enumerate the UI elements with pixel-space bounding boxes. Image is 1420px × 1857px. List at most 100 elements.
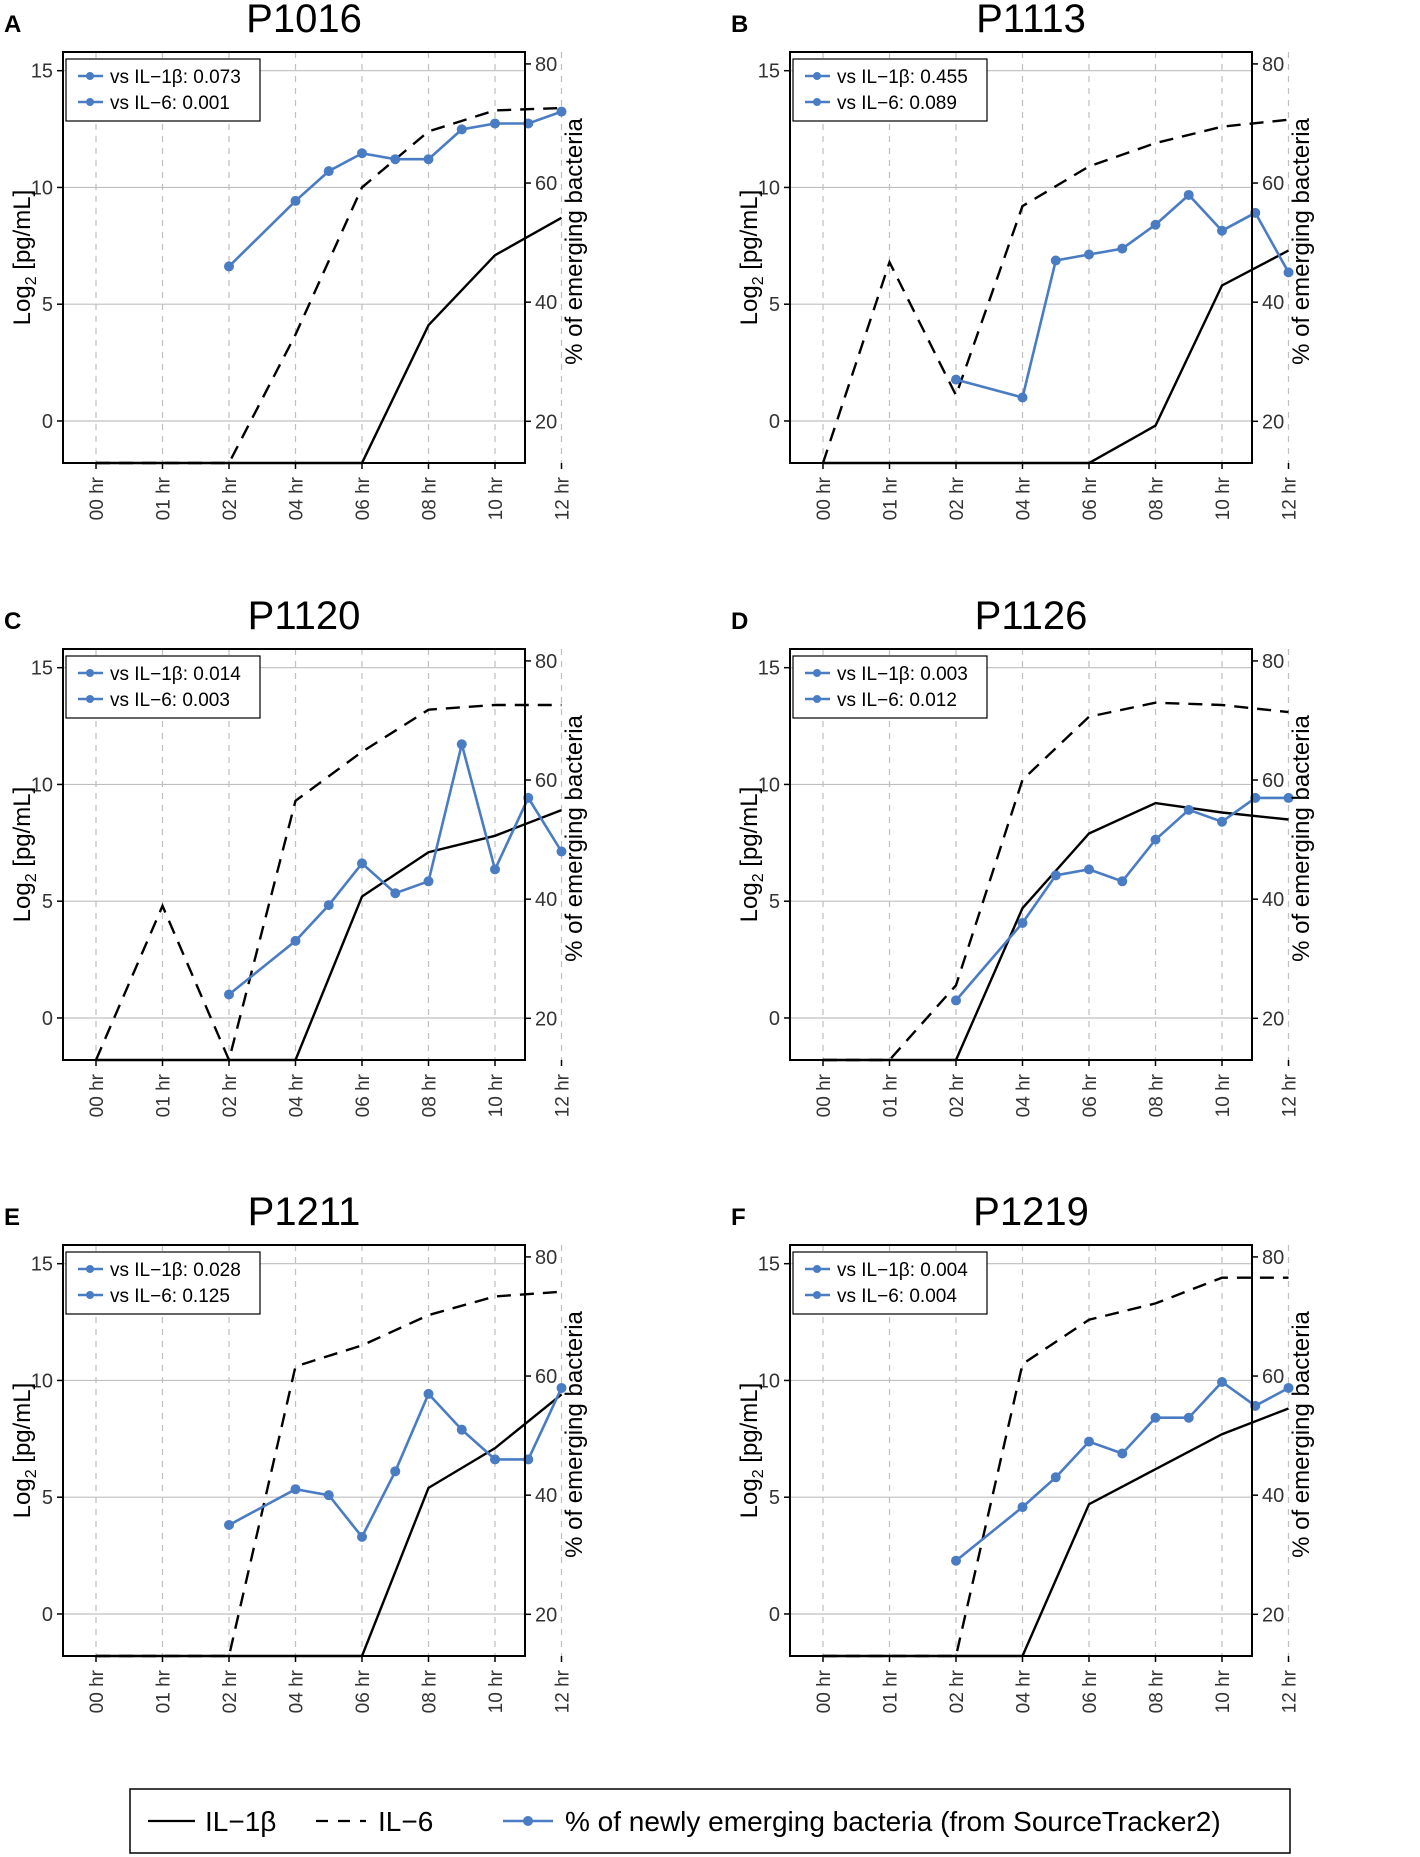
- left-tick-label: 15: [758, 658, 780, 680]
- legend-il6-label: IL−6: [378, 1806, 433, 1837]
- right-tick-label: 40: [1262, 292, 1284, 314]
- right-tick-label: 20: [1262, 411, 1284, 433]
- x-tick-label: 10 hr: [486, 476, 507, 520]
- emerging-point: [1283, 1382, 1294, 1393]
- right-axis-title: % of emerging bacteria: [1288, 117, 1315, 364]
- emerging-point: [1150, 834, 1161, 845]
- pvalue-annotation: vs IL−1β: 0.003: [837, 664, 968, 685]
- il6-series-line: [823, 1276, 1289, 1658]
- pvalue-annotation: vs IL−6: 0.003: [110, 690, 230, 711]
- x-tick-label: 02 hr: [947, 476, 968, 520]
- pvalue-annotation: vs IL−6: 0.004: [837, 1286, 957, 1307]
- x-tick-label: 12 hr: [553, 476, 574, 520]
- left-tick-label: 0: [769, 411, 780, 433]
- x-tick-label: 06 hr: [353, 476, 374, 520]
- left-tick-label: 15: [31, 658, 53, 680]
- panel-title: P1120: [248, 594, 361, 638]
- pvalue-legend-marker: [86, 72, 94, 80]
- emerging-point: [951, 995, 961, 1006]
- right-tick-label: 60: [1262, 1366, 1284, 1388]
- emerging-point: [423, 1388, 434, 1399]
- pvalue-annotation: vs IL−6: 0.089: [837, 93, 957, 114]
- il1b-series-line: [96, 808, 562, 1062]
- left-tick-label: 5: [769, 891, 780, 913]
- right-tick-label: 20: [535, 1008, 557, 1030]
- emerging-point: [357, 148, 367, 159]
- x-tick-label: 00 hr: [814, 1669, 835, 1713]
- panel-letter: B: [731, 11, 748, 38]
- left-tick-label: 10: [758, 774, 780, 796]
- pvalue-legend-box: [792, 1251, 988, 1315]
- emerging-point: [224, 261, 234, 272]
- pvalue-legend-marker: [86, 1291, 94, 1299]
- emerging-point: [1017, 1502, 1028, 1513]
- pvalue-legend-marker: [813, 669, 821, 677]
- pvalue-annotation: vs IL−6: 0.001: [110, 93, 230, 114]
- right-tick-label: 80: [1262, 1247, 1284, 1269]
- left-tick-label: 15: [31, 61, 53, 83]
- plot-frame: [789, 648, 1253, 1061]
- x-tick-label: 12 hr: [1280, 476, 1301, 520]
- pvalue-legend-marker: [86, 695, 94, 703]
- x-tick-label: 01 hr: [881, 1669, 902, 1713]
- x-tick-label: 01 hr: [154, 1669, 175, 1713]
- x-tick-label: 02 hr: [947, 1073, 968, 1117]
- left-axis-title-subscript: 2: [23, 873, 40, 882]
- right-tick-label: 60: [535, 1366, 557, 1388]
- right-tick-label: 60: [1262, 770, 1284, 792]
- left-tick-label: 10: [758, 1370, 780, 1392]
- left-tick-label: 10: [31, 774, 53, 796]
- il1b-series-line: [823, 1407, 1289, 1658]
- il6-series-line: [821, 118, 1289, 464]
- emerging-point: [490, 1454, 500, 1465]
- pvalue-annotation: vs IL−1β: 0.073: [110, 67, 241, 88]
- panel-d: D P1126 0 5 10 15 20 40 60 80 00 hr 01 hr 02 hr 04 hr…: [731, 594, 1315, 1117]
- right-tick-label: 20: [1262, 1008, 1284, 1030]
- left-tick-label: 5: [769, 1487, 780, 1509]
- left-axis-title-main: Log: [9, 882, 36, 922]
- x-tick-label: 01 hr: [881, 476, 902, 520]
- x-tick-label: 02 hr: [220, 1073, 241, 1117]
- left-axis-title-subscript: 2: [750, 873, 767, 882]
- left-axis-title-unit: [pg/mL]: [9, 1383, 36, 1470]
- emerging-series-line: [228, 743, 563, 996]
- emerging-point: [1050, 870, 1061, 881]
- left-tick-label: 15: [31, 1254, 53, 1276]
- emerging-point: [490, 864, 500, 875]
- left-axis-title: Log2 [pg/mL]: [736, 787, 767, 923]
- left-axis-title-unit: [pg/mL]: [736, 1383, 763, 1470]
- left-tick-label: 0: [42, 1604, 53, 1626]
- panel-title: P1219: [973, 1190, 1089, 1234]
- pvalue-legend: vs IL−1β: 0.028 vs IL−6: 0.125: [65, 1251, 261, 1315]
- emerging-point: [1183, 1412, 1194, 1423]
- left-axis-title: Log2 [pg/mL]: [9, 190, 40, 326]
- left-tick-label: 15: [758, 1254, 780, 1276]
- left-axis-title-unit: [pg/mL]: [9, 190, 36, 277]
- x-tick-label: 01 hr: [881, 1073, 902, 1117]
- emerging-point: [1117, 1448, 1128, 1459]
- emerging-series-line: [955, 193, 1290, 400]
- panel-letter: C: [4, 608, 21, 635]
- panel-letter: A: [4, 11, 21, 38]
- right-tick-label: 40: [535, 889, 557, 911]
- left-axis-title-main: Log: [9, 1478, 36, 1518]
- x-tick-label: 08 hr: [420, 476, 441, 520]
- left-axis-title-unit: [pg/mL]: [736, 190, 763, 277]
- x-tick-label: 12 hr: [553, 1669, 574, 1713]
- emerging-point: [556, 1382, 567, 1393]
- panel-a: A P1016 0 5 10 15 20 40 60 80 00 hr 01 hr 02 hr 04 hr…: [4, 0, 588, 520]
- pvalue-legend-box: [792, 655, 988, 719]
- emerging-series-line: [955, 1380, 1290, 1562]
- emerging-point: [1017, 392, 1028, 403]
- pvalue-legend-box: [65, 1251, 261, 1315]
- x-tick-label: 00 hr: [87, 1669, 108, 1713]
- right-axis-title: % of emerging bacteria: [1288, 714, 1315, 961]
- plot-frame: [62, 648, 526, 1061]
- x-tick-label: 00 hr: [814, 476, 835, 520]
- right-tick-label: 60: [535, 770, 557, 792]
- pvalue-legend: vs IL−1β: 0.014 vs IL−6: 0.003: [65, 655, 261, 719]
- emerging-point: [1050, 1472, 1061, 1483]
- pvalue-legend-marker: [813, 98, 821, 106]
- x-tick-label: 10 hr: [1213, 1073, 1234, 1117]
- x-tick-label: 10 hr: [1213, 476, 1234, 520]
